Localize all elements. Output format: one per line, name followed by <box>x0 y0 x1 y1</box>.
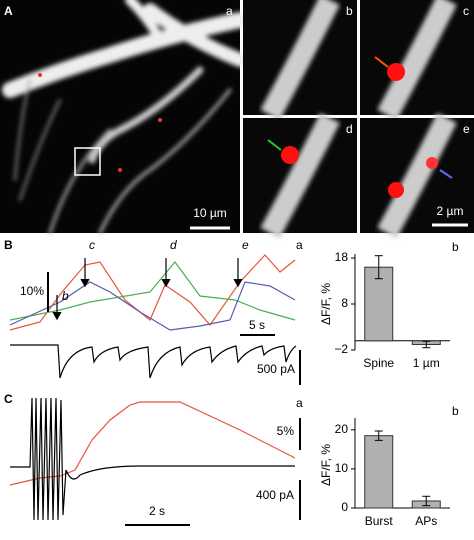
scale-bar-label: 2 µm <box>437 204 464 218</box>
scale-bar-label: 2 s <box>149 504 165 518</box>
scale-bar-label: 5 s <box>249 318 265 332</box>
image-label: e <box>463 122 470 136</box>
scale-bar-label: 400 pA <box>256 488 294 502</box>
event-label: b <box>62 289 69 303</box>
x-tick-label: APs <box>415 514 437 528</box>
scale-bar-label: 10% <box>20 284 44 298</box>
subpanel-label: a <box>296 238 303 252</box>
y-tick-label: 8 <box>341 296 348 310</box>
scale-bar-label: 10 µm <box>193 206 227 220</box>
y-tick-label: 0 <box>341 500 348 514</box>
event-label: c <box>89 238 95 252</box>
traces-c <box>9 397 301 526</box>
panel-label: B <box>4 238 13 252</box>
subpanel-label: a <box>296 396 303 410</box>
subpanel-label: b <box>452 240 459 254</box>
y-tick-label: 20 <box>335 422 349 436</box>
event-label: d <box>170 238 177 252</box>
x-tick-label: Spine <box>363 356 394 370</box>
y-tick-label: −2 <box>334 342 348 356</box>
subpanel-label: b <box>452 404 459 418</box>
scale-bar-label: 500 pA <box>257 362 295 376</box>
y-axis-label: ΔF/F, % <box>319 444 333 486</box>
image-label: a <box>226 4 233 18</box>
panel-label: C <box>4 392 13 406</box>
x-tick-label: Burst <box>365 514 394 528</box>
micrograph-a <box>0 0 248 235</box>
bar <box>364 435 394 509</box>
image-label: b <box>346 4 353 18</box>
scale-bar-label: 5% <box>277 424 295 438</box>
y-axis-label: ΔF/F, % <box>319 283 333 325</box>
bar <box>364 266 394 342</box>
image-label: c <box>463 4 469 18</box>
event-label: e <box>242 238 249 252</box>
x-tick-label: 1 µm <box>413 356 440 370</box>
y-tick-label: 18 <box>335 250 349 264</box>
image-label: d <box>346 122 353 136</box>
y-tick-label: 10 <box>335 461 349 475</box>
traces-b <box>9 254 301 385</box>
micrograph-panels <box>243 0 474 239</box>
panel-label: A <box>4 4 13 18</box>
